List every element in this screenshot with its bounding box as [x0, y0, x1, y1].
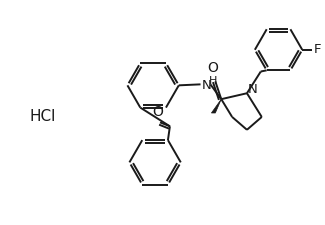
Text: O: O [153, 105, 163, 119]
Text: O: O [207, 61, 218, 75]
Text: H: H [208, 76, 217, 86]
Text: N: N [202, 79, 211, 92]
Text: N: N [248, 83, 258, 96]
Polygon shape [211, 99, 221, 113]
Text: F: F [314, 43, 322, 56]
Text: HCl: HCl [30, 109, 56, 124]
